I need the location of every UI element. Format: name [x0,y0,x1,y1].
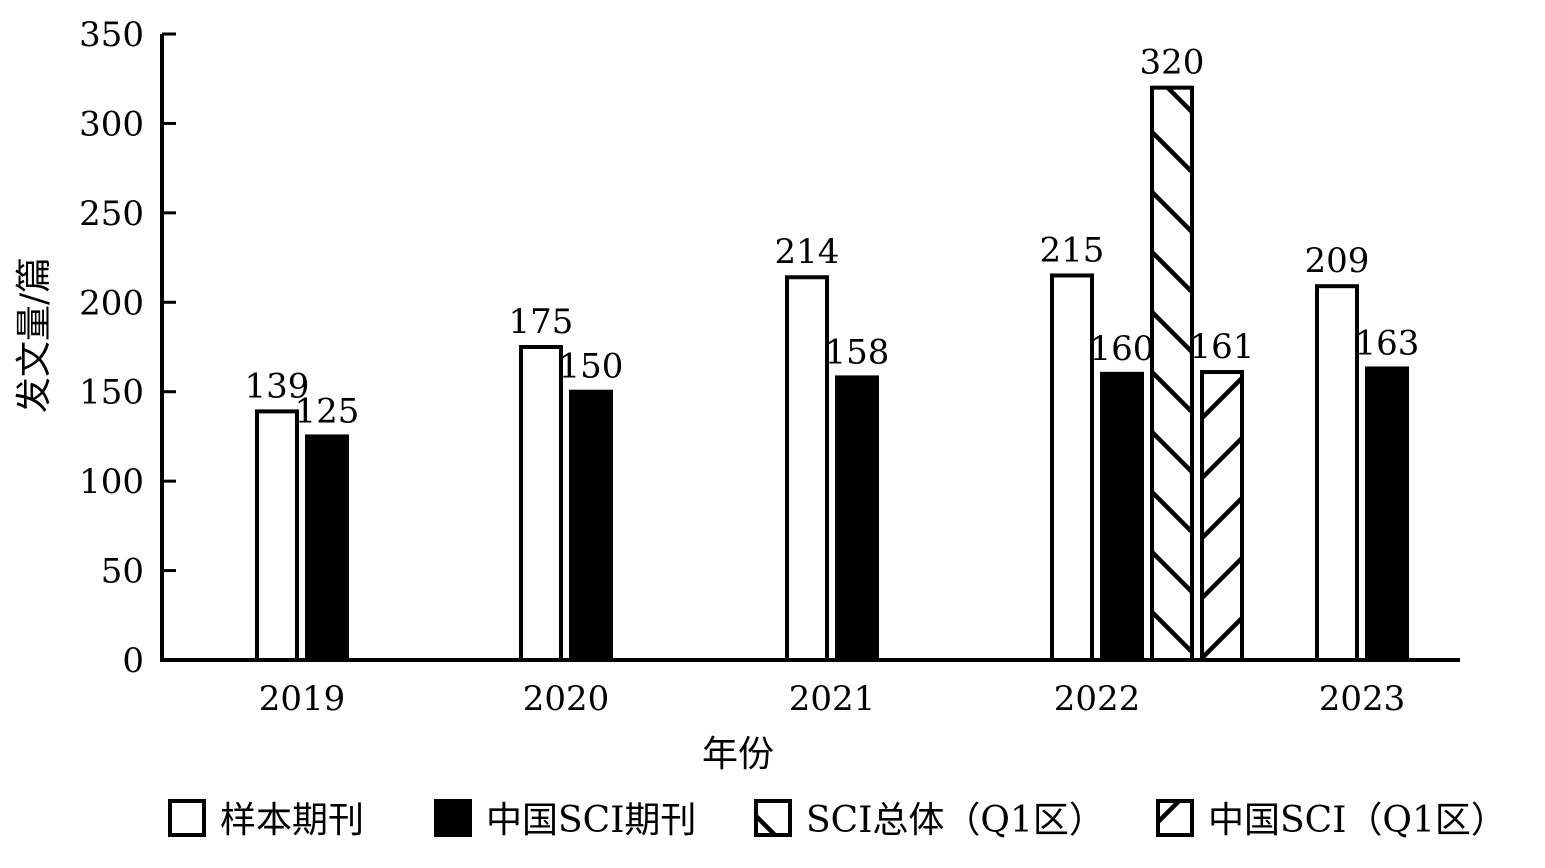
legend-label-3: 中国SCI（Q1区） [1208,800,1507,841]
data-label-2023-series-1: 163 [1355,323,1420,363]
data-label-2021-series-0: 214 [775,232,840,272]
x-axis-title: 年份 [702,734,774,775]
bar-2022-series-1 [1100,371,1144,662]
bar-2020-series-0 [519,345,563,662]
bar-2022-series-3 [1200,370,1244,662]
data-label-2022-series-0: 215 [1040,230,1105,270]
y-tick-label: 300 [79,104,144,144]
bar-2021-series-0 [785,275,829,662]
y-axis-ticks: 0 50 100 150 200 250 300 350 [79,15,176,681]
legend-swatch-0 [168,799,206,837]
legend-swatch-2 [754,799,792,837]
data-label-2023-series-0: 209 [1305,241,1370,281]
x-tick-label: 2021 [789,679,876,719]
data-label-2019-series-1: 125 [295,391,360,431]
data-label-2022-series-2: 320 [1140,43,1205,83]
legend-label-1: 中国SCI期刊 [486,800,696,841]
x-tick-label: 2019 [259,679,346,719]
y-tick-label: 150 [79,373,144,413]
data-label-2020-series-1: 150 [559,347,624,387]
x-tick-label: 2023 [1319,679,1406,719]
data-label-2021-series-1: 158 [825,332,890,372]
bar-2023-series-0 [1315,284,1359,662]
bar-2022-series-2 [1150,85,1194,662]
x-tick-label: 2020 [523,679,610,719]
legend-label-0: 样本期刊 [220,800,364,841]
data-label-2022-series-1: 160 [1090,329,1155,369]
bar-2022-series-0 [1050,273,1094,662]
bar-2020-series-1 [569,389,613,662]
bar-2019-series-1 [305,434,349,662]
legend-swatch-3 [1156,799,1194,837]
bar-2021-series-1 [835,375,879,662]
legend-swatch-1 [434,799,472,837]
x-axis-tick-labels: 2019 2020 2021 2022 2023 [259,679,1406,719]
legend: 样本期刊 中国SCI期刊 SCI总体（Q1区） 中国SCI（Q1区） [168,799,1507,841]
x-tick-label: 2022 [1054,679,1141,719]
legend-label-2: SCI总体（Q1区） [806,800,1105,841]
y-tick-label: 0 [122,641,144,681]
bar-2019-series-0 [255,409,299,663]
y-axis-title: 发文量/篇 [14,257,55,413]
y-tick-label: 50 [101,552,144,592]
bar-2023-series-1 [1365,366,1409,662]
y-tick-label: 250 [79,194,144,234]
data-label-2022-series-3: 161 [1190,327,1255,367]
bar-series [255,85,1409,663]
data-label-2019-series-0: 139 [245,366,310,406]
y-tick-label: 100 [79,462,144,502]
y-tick-label: 350 [79,15,144,55]
data-label-2020-series-0: 175 [509,302,574,342]
y-tick-label: 200 [79,283,144,323]
